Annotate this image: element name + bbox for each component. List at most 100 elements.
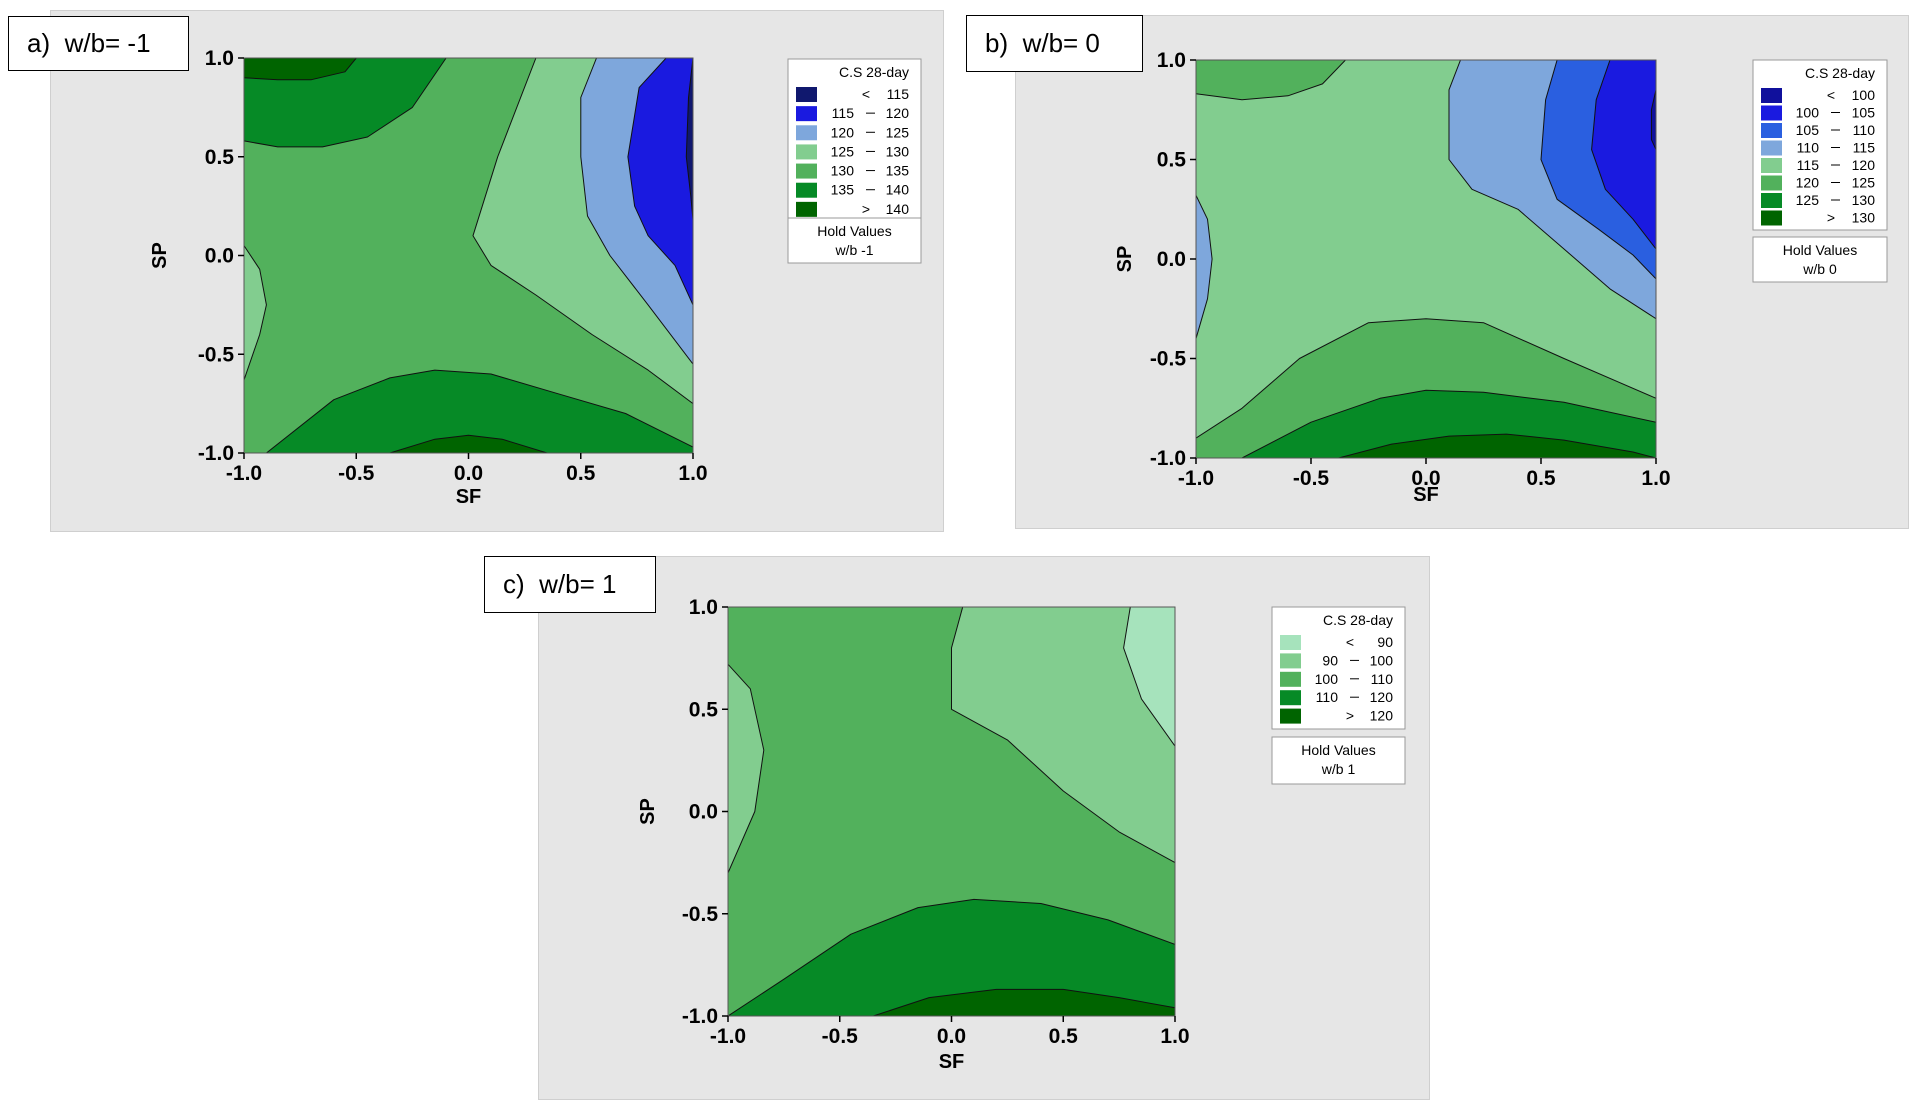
- y-tick-label: 0.0: [689, 801, 718, 824]
- x-tick-label: 1.0: [678, 462, 707, 485]
- legend-swatch: [1761, 158, 1782, 173]
- legend-swatch: [1761, 105, 1782, 121]
- legend-low: 130: [831, 163, 855, 179]
- hold-values-value: w/b -1: [834, 242, 873, 258]
- hold-values-title: Hold Values: [817, 223, 891, 239]
- legend-low: 120: [831, 124, 855, 140]
- legend-value: 115: [887, 86, 910, 102]
- legend-swatch: [796, 125, 817, 141]
- legend-title: C.S 28-day: [1805, 65, 1875, 81]
- y-tick-label: 0.5: [689, 698, 719, 721]
- x-axis-label: SF: [456, 486, 482, 508]
- panel-c-tag: c) w/b= 1: [484, 556, 656, 613]
- legend-operator: <: [862, 86, 870, 102]
- contour-region-left-bulge: [244, 245, 267, 381]
- legend-low: 115: [1797, 157, 1820, 173]
- contour-regions: [1196, 60, 1656, 458]
- legend-high: 125: [1852, 175, 1876, 191]
- hold-values-box: [787, 217, 922, 264]
- y-axis-label: SP: [149, 242, 171, 269]
- legend-low: 100: [1796, 105, 1820, 121]
- legend-high: 110: [1371, 671, 1394, 687]
- panel-b-tag: b) w/b= 0: [966, 15, 1143, 72]
- legend-swatch: [1280, 635, 1301, 650]
- legend-low: 105: [1796, 122, 1820, 138]
- legend-high: 105: [1852, 105, 1876, 121]
- legend-swatch: [1761, 193, 1782, 208]
- legend-low: 125: [1796, 192, 1820, 208]
- y-tick-label: -1.0: [198, 442, 234, 465]
- hold-values-box: [1271, 736, 1406, 785]
- legend-swatch: [1761, 123, 1782, 138]
- legend-low: 90: [1322, 652, 1338, 668]
- legend-swatch: [1761, 210, 1782, 226]
- x-tick-label: 0.0: [937, 1025, 966, 1048]
- legend-value: 120: [1370, 708, 1394, 724]
- x-tick-label: 0.0: [1411, 467, 1440, 490]
- legend-high: 140: [886, 182, 910, 198]
- legend-swatch: [796, 201, 817, 217]
- legend-title: C.S 28-day: [839, 64, 909, 80]
- legend-high: 130: [1852, 192, 1876, 208]
- contour-region-bottom-core: [389, 434, 548, 453]
- x-tick-label: -0.5: [1293, 467, 1330, 490]
- x-tick-label: 0.5: [1049, 1025, 1079, 1048]
- contour-region-left-edge: [1196, 194, 1213, 340]
- legend-title: C.S 28-day: [1323, 612, 1393, 628]
- contour-plot-a: -1.0 -0.5 0.0 0.5 1.0 -1.0 -0.5 0.0 0.5 1.0 SF SP C.…: [149, 47, 922, 508]
- legend-operator: <: [1346, 634, 1354, 650]
- legend-swatch: [796, 163, 817, 179]
- hold-values-value: w/b 1: [1321, 761, 1356, 777]
- legend-high: 100: [1370, 652, 1394, 668]
- legend-swatch: [1280, 690, 1301, 706]
- contour-region-right-edge: [1123, 607, 1175, 747]
- contour-region-bottom-band: [265, 369, 693, 453]
- y-tick-label: 0.0: [205, 245, 234, 268]
- y-tick-label: -0.5: [198, 343, 235, 366]
- contour-region-top-left-band: [244, 58, 447, 148]
- contour-regions: [244, 58, 693, 453]
- legend-operator: >: [1827, 210, 1835, 226]
- hold-values-title: Hold Values: [1783, 242, 1857, 258]
- x-tick-label: 0.5: [566, 462, 596, 485]
- hold-values-value: w/b 0: [1802, 261, 1837, 277]
- legend-low: 125: [831, 143, 855, 159]
- legend-low: 115: [832, 105, 855, 121]
- legend-swatch: [796, 182, 817, 198]
- legend-low: 110: [1316, 689, 1339, 705]
- legend-high: 110: [1853, 122, 1876, 138]
- x-tick-label: 1.0: [1641, 467, 1670, 490]
- legend-low: 110: [1797, 140, 1820, 156]
- legend-high: 125: [886, 124, 910, 140]
- legend-low: 120: [1796, 175, 1820, 191]
- x-tick-label: 1.0: [1160, 1025, 1189, 1048]
- x-axis-label: SF: [1413, 484, 1439, 506]
- legend-swatch: [796, 106, 817, 122]
- legend-swatch: [1761, 140, 1782, 156]
- contour-region-right-band-3: [1591, 60, 1656, 250]
- contour-plot-c: -1.0 -0.5 0.0 0.5 1.0 -1.0 -0.5 0.0 0.5 1.0 SF SP C.…: [637, 596, 1406, 1073]
- contour-region-top-left-core: [244, 58, 357, 81]
- x-tick-label: -1.0: [1178, 467, 1214, 490]
- contour-region-right-core: [627, 58, 693, 306]
- hold-values-title: Hold Values: [1301, 742, 1375, 758]
- legend-operator: <: [1827, 87, 1835, 103]
- y-tick-label: -0.5: [682, 903, 719, 926]
- x-tick-label: -0.5: [338, 462, 375, 485]
- y-tick-label: 1.0: [205, 47, 234, 70]
- y-tick-label: 0.5: [1157, 149, 1187, 172]
- panel-b: -1.0 -0.5 0.0 0.5 1.0 -1.0 -0.5 0.0 0.5 1.0 SF SP C.…: [1015, 15, 1909, 529]
- x-tick-label: -0.5: [822, 1025, 859, 1048]
- y-axis-label: SP: [1114, 246, 1136, 273]
- panel-c: -1.0 -0.5 0.0 0.5 1.0 -1.0 -0.5 0.0 0.5 1.0 SF SP C.…: [538, 556, 1430, 1100]
- contour-region-right-edge: [1650, 89, 1656, 151]
- legend-operator: >: [1346, 708, 1354, 724]
- panel-a: -1.0 -0.5 0.0 0.5 1.0 -1.0 -0.5 0.0 0.5 1.0 SF SP C.…: [50, 10, 944, 532]
- legend-high: 115: [1853, 140, 1876, 156]
- legend-high: 120: [1852, 157, 1876, 173]
- legend-low: 135: [831, 182, 855, 198]
- legend-value: 100: [1852, 87, 1876, 103]
- contour-region-left-bulge: [728, 663, 765, 874]
- y-axis-label: SP: [637, 798, 659, 825]
- x-tick-label: -1.0: [226, 462, 262, 485]
